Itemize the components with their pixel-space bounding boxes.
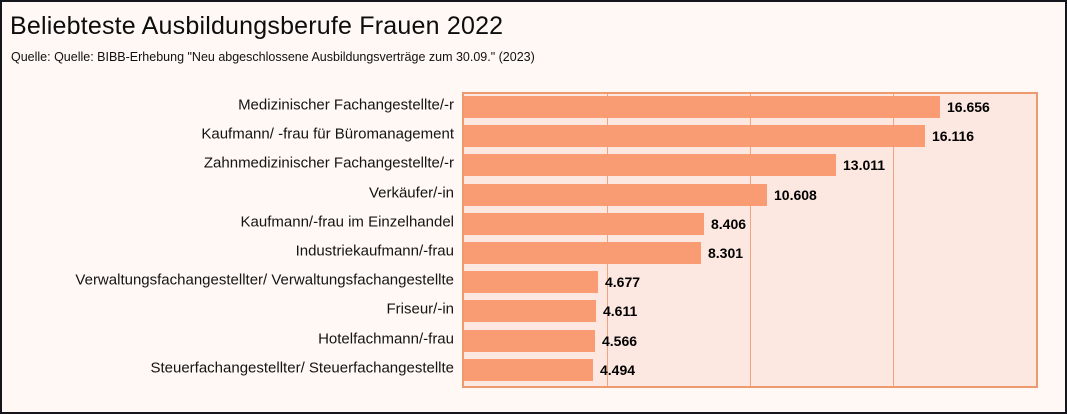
category-label: Verkäufer/-in xyxy=(368,184,454,202)
bar xyxy=(464,213,704,235)
bar xyxy=(464,300,596,322)
category-label: Kaufmann/ -frau für Büromanagement xyxy=(201,125,454,143)
bar xyxy=(464,125,925,147)
x-gridline xyxy=(750,94,751,386)
value-label: 4.677 xyxy=(605,274,641,290)
x-gridline xyxy=(607,94,608,386)
plot-area: 16.656 16.116 13.011 10.608 8.406 8.301 4.677 4… xyxy=(462,92,1038,388)
category-label: Friseur/-in xyxy=(386,300,454,318)
bar xyxy=(464,96,940,118)
category-label: Medizinischer Fachangestellte/-r xyxy=(238,96,454,114)
bar xyxy=(464,154,836,176)
bar xyxy=(464,242,701,264)
value-label: 13.011 xyxy=(843,157,886,173)
category-label: Industriekaufmann/-frau xyxy=(295,242,454,260)
value-label: 4.494 xyxy=(600,362,636,378)
chart-title: Beliebteste Ausbildungsberufe Frauen 202… xyxy=(10,12,504,40)
category-label: Hotelfachmann/-frau xyxy=(318,330,454,348)
category-label: Kaufmann/-frau im Einzelhandel xyxy=(240,213,454,231)
bar xyxy=(464,271,598,293)
category-label: Verwaltungsfachangestellter/ Verwaltungs… xyxy=(75,271,454,289)
category-label: Zahnmedizinischer Fachangestellte/-r xyxy=(203,154,454,172)
value-label: 16.116 xyxy=(932,128,975,144)
value-label: 16.656 xyxy=(947,99,990,115)
value-label: 8.301 xyxy=(708,245,744,261)
value-label: 4.566 xyxy=(602,333,638,349)
bar xyxy=(464,330,595,352)
value-label: 10.608 xyxy=(774,187,817,203)
category-label: Steuerfachangestellter/ Steuerfachangest… xyxy=(150,359,454,377)
value-label: 4.611 xyxy=(603,303,638,319)
bar xyxy=(464,184,767,206)
chart-source-subtitle: Quelle: Quelle: BIBB-Erhebung "Neu abges… xyxy=(11,50,535,64)
bar xyxy=(464,359,593,381)
x-gridline xyxy=(893,94,894,386)
value-label: 8.406 xyxy=(711,216,747,232)
